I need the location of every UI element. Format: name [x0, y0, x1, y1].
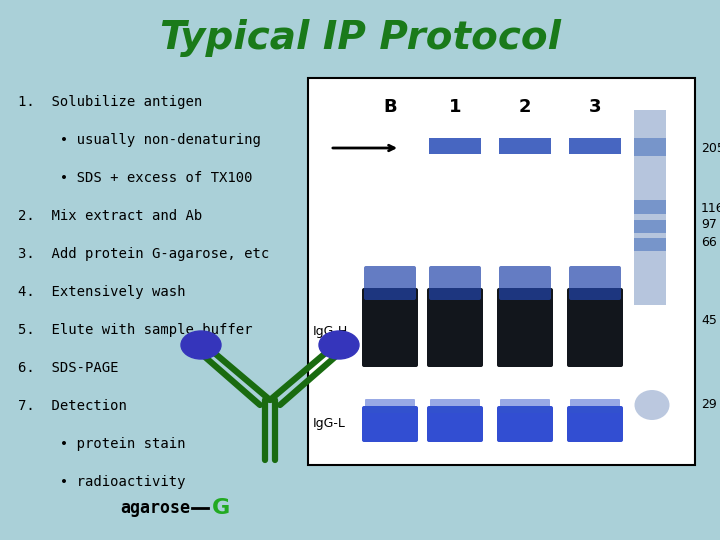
Text: 116: 116 [701, 201, 720, 214]
FancyBboxPatch shape [427, 288, 483, 367]
Bar [429, 138, 481, 154]
FancyBboxPatch shape [364, 266, 416, 300]
Bar [499, 138, 551, 154]
Text: Typical IP Protocol: Typical IP Protocol [160, 19, 560, 57]
Text: • protein stain: • protein stain [18, 437, 186, 451]
FancyBboxPatch shape [365, 399, 415, 413]
Bar [634, 110, 666, 305]
FancyBboxPatch shape [430, 399, 480, 413]
Bar [634, 238, 666, 251]
Ellipse shape [181, 331, 221, 359]
Text: • SDS + excess of TX100: • SDS + excess of TX100 [18, 171, 253, 185]
Bar [569, 138, 621, 154]
Text: 4.  Extensively wash: 4. Extensively wash [18, 285, 186, 299]
FancyBboxPatch shape [497, 406, 553, 442]
Text: • usually non-denaturing: • usually non-denaturing [18, 133, 261, 147]
FancyBboxPatch shape [570, 399, 620, 413]
FancyBboxPatch shape [497, 288, 553, 367]
FancyBboxPatch shape [429, 266, 481, 300]
Text: 5.  Elute with sample buffer: 5. Elute with sample buffer [18, 323, 253, 337]
Text: • radioactivity: • radioactivity [18, 475, 186, 489]
Ellipse shape [319, 331, 359, 359]
Text: 1: 1 [449, 98, 462, 116]
FancyBboxPatch shape [500, 399, 550, 413]
Text: 2.  Mix extract and Ab: 2. Mix extract and Ab [18, 209, 202, 223]
Text: 205: 205 [701, 141, 720, 154]
FancyBboxPatch shape [567, 288, 623, 367]
Text: 29: 29 [701, 399, 716, 411]
Ellipse shape [634, 390, 670, 420]
Text: 45: 45 [701, 314, 717, 327]
Text: 97: 97 [701, 219, 717, 232]
Text: B: B [383, 98, 397, 116]
Bar [634, 220, 666, 233]
Bar [634, 138, 666, 156]
Bar [308, 78, 695, 465]
Text: 1.  Solubilize antigen: 1. Solubilize antigen [18, 95, 202, 109]
Bar [634, 200, 666, 214]
FancyBboxPatch shape [569, 266, 621, 300]
FancyBboxPatch shape [567, 406, 623, 442]
Text: 6.  SDS-PAGE: 6. SDS-PAGE [18, 361, 119, 375]
Text: IgG-H: IgG-H [313, 326, 348, 339]
Text: IgG-L: IgG-L [313, 417, 346, 430]
Text: agarose: agarose [120, 499, 190, 517]
Text: G: G [212, 498, 230, 518]
Text: 66: 66 [701, 237, 716, 249]
FancyBboxPatch shape [362, 288, 418, 367]
Text: 2: 2 [518, 98, 531, 116]
Text: 3: 3 [589, 98, 601, 116]
Text: 7.  Detection: 7. Detection [18, 399, 127, 413]
FancyBboxPatch shape [427, 406, 483, 442]
FancyBboxPatch shape [499, 266, 551, 300]
Text: 3.  Add protein G-agarose, etc: 3. Add protein G-agarose, etc [18, 247, 269, 261]
FancyBboxPatch shape [362, 406, 418, 442]
